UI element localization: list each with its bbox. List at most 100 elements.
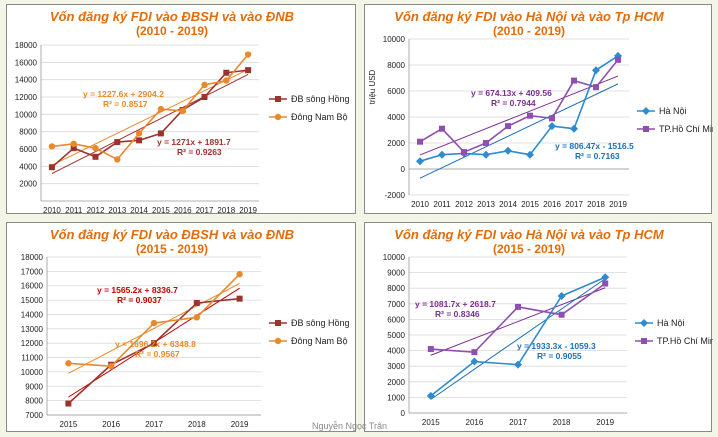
chart-0-xtick: 2012 xyxy=(87,206,105,215)
chart-2-xtick: 2016 xyxy=(102,420,120,429)
chart-1-ytick: 8000 xyxy=(387,61,405,70)
chart-1-ylabel: triệu USD xyxy=(368,69,377,104)
chart-0-point xyxy=(157,130,164,137)
chart-1-xtick: 2018 xyxy=(587,200,605,209)
chart-0-point xyxy=(48,143,56,150)
chart-3-ytick: 10000 xyxy=(383,253,406,262)
chart-3-point xyxy=(471,349,478,356)
chart-0: Vốn đăng ký FDI vào ĐBSH và vào ĐNB(2010… xyxy=(15,9,350,215)
chart-1-xtick: 2013 xyxy=(477,200,495,209)
chart-0-xtick: 2018 xyxy=(217,206,235,215)
chart-2-trend-equation: y = 1896.2x + 6348.8 xyxy=(115,339,196,349)
chart-1-trendline xyxy=(419,75,619,156)
chart-panel-dbsh-dnb-2010-2019: Vốn đăng ký FDI vào ĐBSH và vào ĐNB (2010… xyxy=(6,4,356,215)
chart-3-xtick: 2019 xyxy=(596,418,614,427)
chart-0-point xyxy=(201,81,208,89)
chart-0-trend-r2: R² = 0.9263 xyxy=(177,147,222,157)
chart-3-legend-label: TP.Hồ Chí Minh xyxy=(657,336,713,346)
chart-2-trend-equation: y = 1565.2x + 8336.7 xyxy=(97,285,178,295)
chart-2-point xyxy=(236,295,243,302)
chart-3-ytick: 3000 xyxy=(387,362,405,371)
chart-2-ytick: 17000 xyxy=(21,267,44,276)
chart-1-point xyxy=(593,84,599,91)
chart-0-legend-marker xyxy=(274,113,282,121)
chart-2-ytick: 10000 xyxy=(21,368,44,377)
chart-1-point xyxy=(592,66,600,75)
chart-0-point xyxy=(135,130,143,137)
chart-0-ytick: 2000 xyxy=(19,180,37,189)
chart-1-point xyxy=(548,122,556,131)
chart-0-ytick: 8000 xyxy=(19,128,37,137)
chart-0-ytick: 10000 xyxy=(15,110,38,119)
chart-1-point xyxy=(526,150,534,159)
chart-2-ytick: 9000 xyxy=(25,382,43,391)
chart-3-xtick: 2016 xyxy=(466,418,484,427)
chart-2-ytick: 12000 xyxy=(21,339,44,348)
chart-1: Vốn đăng ký FDI vào Hà Nội và vào Tp HCM… xyxy=(368,9,713,209)
chart-1-ytick: 10000 xyxy=(383,35,406,44)
chart-1-xtick: 2011 xyxy=(433,200,451,209)
chart-0-point xyxy=(92,153,99,160)
chart-1-legend-label: Hà Nội xyxy=(659,106,687,116)
chart-1-title: Vốn đăng ký FDI vào Hà Nội và vào Tp HCM xyxy=(394,9,665,24)
chart-1-ytick: -2000 xyxy=(385,191,406,200)
chart-2-point xyxy=(193,299,200,306)
chart-0-point xyxy=(223,77,230,84)
chart-0-legend-label: Đông Nam Bộ xyxy=(291,112,348,122)
chart-3-xtick: 2017 xyxy=(509,418,527,427)
chart-0-trendline xyxy=(51,74,249,175)
chart-3-trendline xyxy=(430,278,606,400)
chart-3-title: Vốn đăng ký FDI vào Hà Nội và vào Tp HCM xyxy=(394,227,665,242)
chart-2-point xyxy=(65,360,72,367)
chart-0-series-line xyxy=(51,54,249,161)
chart-2-legend-label: ĐB sông Hồng xyxy=(291,318,350,328)
chart-3-ytick: 8000 xyxy=(387,284,405,293)
chart-2-ytick: 15000 xyxy=(21,296,44,305)
chart-3-xtick: 2018 xyxy=(553,418,571,427)
chart-3-point xyxy=(470,357,479,366)
chart-0-trend-equation: y = 1227.6x + 2904.2 xyxy=(83,89,164,99)
chart-1-series-line xyxy=(419,55,619,162)
chart-3-ytick: 7000 xyxy=(387,300,405,309)
chart-2-xtick: 2019 xyxy=(231,420,249,429)
chart-1-point xyxy=(439,125,445,132)
chart-2-point xyxy=(151,340,157,347)
chart-0-point xyxy=(223,69,230,76)
chart-1-xtick: 2016 xyxy=(543,200,561,209)
chart-2-point xyxy=(236,271,243,278)
chart-1-point xyxy=(504,146,512,155)
chart-0-ytick: 14000 xyxy=(15,76,38,85)
chart-0-ytick: 4000 xyxy=(19,162,37,171)
chart-0-point xyxy=(92,144,99,152)
chart-3-ytick: 6000 xyxy=(387,315,405,324)
chart-1-xtick: 2015 xyxy=(521,200,539,209)
chart-1-xtick: 2010 xyxy=(411,200,429,209)
chart-2-title: Vốn đăng ký FDI vào ĐBSH và vào ĐNB xyxy=(50,227,294,242)
chart-0-xtick: 2016 xyxy=(174,206,192,215)
chart-0-point xyxy=(114,156,121,163)
chart-1-trend-r2: R² = 0.7163 xyxy=(575,151,620,161)
chart-2-trendline xyxy=(68,282,240,374)
chart-2-point xyxy=(65,400,72,407)
chart-2-point xyxy=(108,362,115,370)
chart-3-point xyxy=(427,346,434,353)
chart-1-point xyxy=(416,157,424,166)
chart-3-ytick: 2000 xyxy=(387,378,405,387)
chart-1-point xyxy=(527,112,533,119)
chart-2-legend-marker xyxy=(274,337,282,345)
chart-3-ytick: 0 xyxy=(401,409,406,418)
chart-0-point xyxy=(157,105,165,113)
chart-1-xtick: 2012 xyxy=(455,200,473,209)
chart-2-trend-r2: R² = 0.9037 xyxy=(117,295,162,305)
chart-0-point xyxy=(70,145,77,152)
chart-1-point xyxy=(461,149,467,156)
chart-1-point xyxy=(438,150,446,159)
chart-0-ytick: 16000 xyxy=(15,58,38,67)
chart-1-point xyxy=(482,150,490,159)
chart-3-point xyxy=(426,391,435,400)
chart-0-point xyxy=(114,139,121,146)
chart-2-xtick: 2018 xyxy=(188,420,206,429)
chart-3-ytick: 9000 xyxy=(387,269,405,278)
chart-1-xtick: 2014 xyxy=(499,200,517,209)
chart-0-point xyxy=(48,164,55,171)
